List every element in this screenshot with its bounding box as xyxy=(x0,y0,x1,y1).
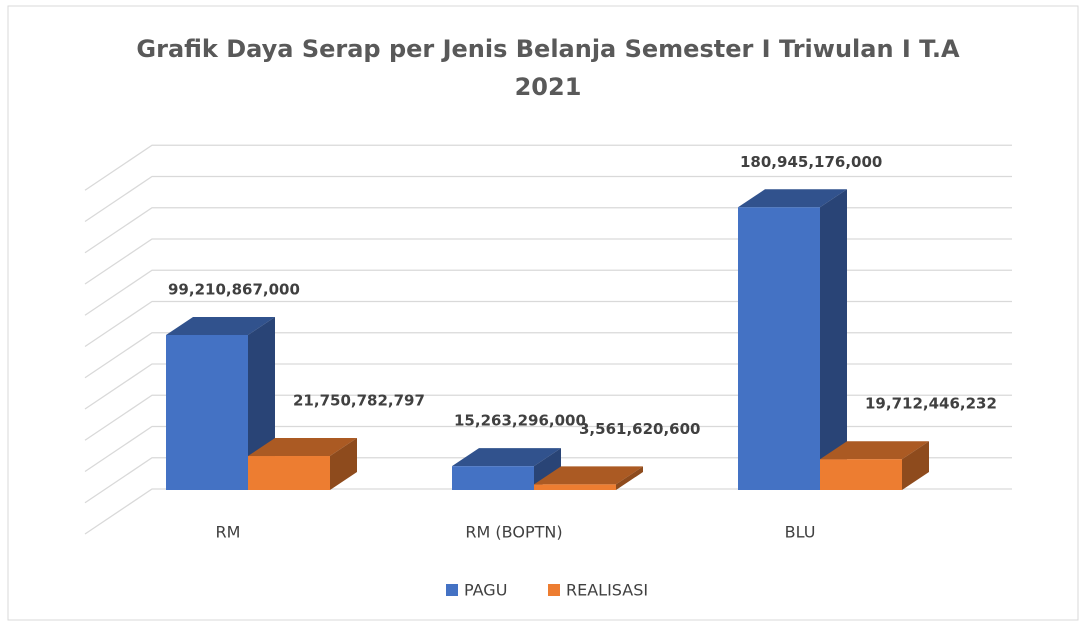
bar xyxy=(738,189,847,490)
bar-front xyxy=(534,484,616,490)
grid-line xyxy=(84,300,1012,348)
bar-front xyxy=(452,466,534,490)
x-tick-label: RM xyxy=(216,523,241,542)
grid-line xyxy=(84,425,1012,473)
bar xyxy=(534,466,643,490)
bar-front xyxy=(166,334,248,490)
data-label: 180,945,176,000 xyxy=(740,153,882,171)
bar xyxy=(820,441,929,490)
chart-border xyxy=(7,5,1079,621)
x-tick-label: BLU xyxy=(785,523,816,542)
bar-top xyxy=(166,316,275,335)
grid-line xyxy=(84,394,1012,441)
grid-line xyxy=(84,238,1012,285)
bar xyxy=(452,448,561,490)
bar xyxy=(248,438,357,490)
bar-side xyxy=(902,441,929,490)
bar-side xyxy=(330,438,357,490)
data-label: 3,561,620,600 xyxy=(579,420,700,438)
grid-line xyxy=(84,207,1012,254)
bar-side xyxy=(820,189,847,490)
bar-side xyxy=(616,466,643,490)
legend-swatch xyxy=(548,584,560,596)
chart-title: Grafik Daya Serap per Jenis Belanja Seme… xyxy=(136,35,960,101)
grid-line xyxy=(84,175,1012,223)
bar-front xyxy=(738,207,820,490)
legend-label: REALISASI xyxy=(566,581,648,600)
bar-front xyxy=(820,459,902,490)
grid-line xyxy=(84,457,1012,504)
grid-line xyxy=(84,269,1012,316)
bar-top xyxy=(534,466,643,485)
data-label: 21,750,782,797 xyxy=(293,392,425,410)
bar-top xyxy=(248,438,357,457)
legend-label: PAGU xyxy=(464,581,507,600)
grid-line xyxy=(84,488,1012,535)
grid-line xyxy=(84,144,1012,191)
data-label: 19,712,446,232 xyxy=(865,395,997,413)
x-tick-label: RM (BOPTN) xyxy=(465,523,562,542)
bar-front xyxy=(248,456,330,490)
legend-swatch xyxy=(446,584,458,596)
grid-line xyxy=(84,332,1012,379)
bar-top xyxy=(820,441,929,460)
data-label: 99,210,867,000 xyxy=(168,280,300,298)
bar-side xyxy=(534,448,561,490)
bar-top xyxy=(452,448,561,467)
grid-line xyxy=(84,363,1012,410)
bar-top xyxy=(738,189,847,208)
data-label: 15,263,296,000 xyxy=(454,412,586,430)
bar xyxy=(166,316,275,490)
